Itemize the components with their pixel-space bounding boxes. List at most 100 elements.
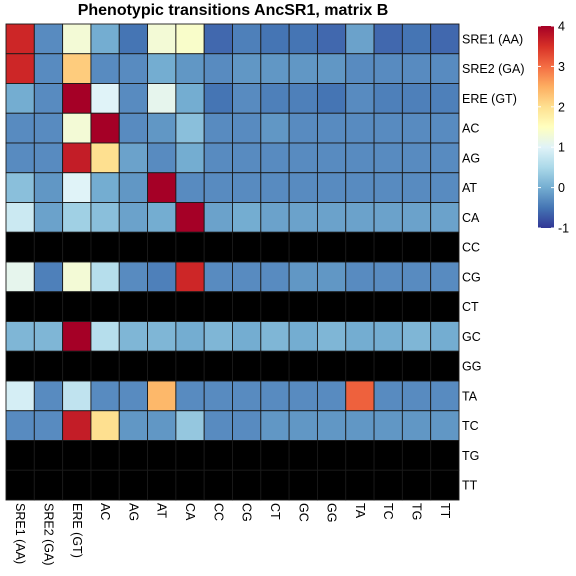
- heatmap-cell: [5, 53, 35, 84]
- heatmap-cell: [90, 83, 120, 114]
- heatmap-cell: [288, 380, 318, 412]
- heatmap-cell: [401, 23, 432, 55]
- color-legend-tick-label: 0: [558, 181, 565, 195]
- heatmap-cell: [288, 142, 318, 174]
- heatmap-cell: [232, 202, 262, 233]
- heatmap-cell: [33, 321, 64, 352]
- heatmap-cell: [430, 261, 460, 293]
- heatmap-cell: [175, 202, 205, 233]
- heatmap-cell: [232, 112, 262, 144]
- heatmap-cell: [316, 53, 347, 84]
- heatmap-cell: [373, 142, 403, 174]
- heatmap-cell: [5, 321, 35, 352]
- heatmap-cell: [288, 83, 318, 114]
- heatmap-cell: [5, 380, 35, 412]
- column-label: CA: [183, 503, 197, 521]
- color-legend-tick-label: 4: [558, 20, 565, 34]
- heatmap-cell: [232, 172, 262, 203]
- heatmap-cell: [90, 53, 120, 84]
- heatmap-cell: [373, 261, 403, 293]
- heatmap-cell: [175, 231, 205, 263]
- heatmap-cell: [118, 172, 149, 203]
- heatmap-cell: [316, 440, 347, 471]
- heatmap-cell: [345, 410, 375, 441]
- heatmap-cell: [203, 142, 233, 174]
- heatmap-cell: [430, 83, 460, 114]
- heatmap-cell: [118, 53, 149, 84]
- heatmap-cell: [90, 469, 120, 501]
- row-label: GC: [462, 330, 481, 344]
- heatmap-cell: [5, 172, 35, 203]
- heatmap-cell: [5, 469, 35, 501]
- color-legend: -1 0 1 2 3 4: [538, 20, 569, 236]
- heatmap-cell: [5, 291, 35, 322]
- column-label: AT: [155, 503, 169, 518]
- row-label: TA: [462, 389, 478, 403]
- heatmap-cell: [33, 53, 64, 84]
- heatmap-cell: [430, 291, 460, 322]
- heatmap-cell: [62, 83, 92, 114]
- heatmap-cell: [90, 291, 120, 322]
- heatmap-cell: [33, 380, 64, 412]
- heatmap-cell: [203, 291, 233, 322]
- column-label: TC: [381, 503, 395, 520]
- heatmap-cell: [62, 350, 92, 382]
- heatmap-cell: [260, 202, 290, 233]
- heatmap-cell: [401, 202, 432, 233]
- color-legend-tick-label: 2: [558, 100, 565, 114]
- column-label: CG: [240, 503, 254, 522]
- row-label: TC: [462, 419, 479, 433]
- heatmap-cell: [345, 53, 375, 84]
- heatmap-cell: [62, 172, 92, 203]
- heatmap-cell: [118, 469, 149, 501]
- heatmap-cell: [430, 440, 460, 471]
- heatmap-cell: [203, 202, 233, 233]
- heatmap-cell: [288, 261, 318, 293]
- heatmap-cell: [373, 202, 403, 233]
- heatmap-cell: [118, 142, 149, 174]
- chart-title: Phenotypic transitions AncSR1, matrix B: [78, 2, 389, 19]
- row-label: TT: [462, 479, 478, 493]
- heatmap-cell: [401, 350, 432, 382]
- heatmap-cell: [316, 291, 347, 322]
- heatmap-cell: [316, 142, 347, 174]
- heatmap-cell: [232, 83, 262, 114]
- row-label: AG: [462, 151, 480, 165]
- column-label: CT: [268, 503, 282, 520]
- column-label: AG: [126, 503, 140, 521]
- row-label: CC: [462, 241, 480, 255]
- heatmap-cell: [147, 53, 177, 84]
- heatmap-cell: [5, 261, 35, 293]
- heatmap-cell: [147, 440, 177, 471]
- heatmap-cell: [373, 350, 403, 382]
- heatmap-cell: [147, 142, 177, 174]
- heatmap-cell: [5, 83, 35, 114]
- heatmap-cell: [62, 410, 92, 441]
- heatmap-cell: [175, 321, 205, 352]
- heatmap-cell: [260, 83, 290, 114]
- heatmap-cell: [203, 53, 233, 84]
- heatmap-cell: [260, 440, 290, 471]
- heatmap-cell: [33, 142, 64, 174]
- heatmap-cell: [62, 202, 92, 233]
- heatmap-cell: [175, 410, 205, 441]
- column-label: GG: [325, 503, 339, 522]
- heatmap-cell: [232, 469, 262, 501]
- heatmap-cell: [33, 202, 64, 233]
- heatmap-cell: [33, 261, 64, 293]
- heatmap-cell: [147, 469, 177, 501]
- heatmap-cell: [118, 440, 149, 471]
- heatmap-cell: [147, 350, 177, 382]
- heatmap-cell: [147, 261, 177, 293]
- heatmap-cell: [345, 291, 375, 322]
- heatmap-cell: [260, 172, 290, 203]
- heatmap-cell: [33, 231, 64, 263]
- heatmap-cell: [316, 410, 347, 441]
- heatmap-cell: [118, 83, 149, 114]
- heatmap-cell: [373, 112, 403, 144]
- color-legend-tick-label: 3: [558, 60, 565, 74]
- heatmap-cell: [203, 23, 233, 55]
- heatmap-cell: [316, 83, 347, 114]
- heatmap-cell: [33, 350, 64, 382]
- heatmap-cell: [90, 261, 120, 293]
